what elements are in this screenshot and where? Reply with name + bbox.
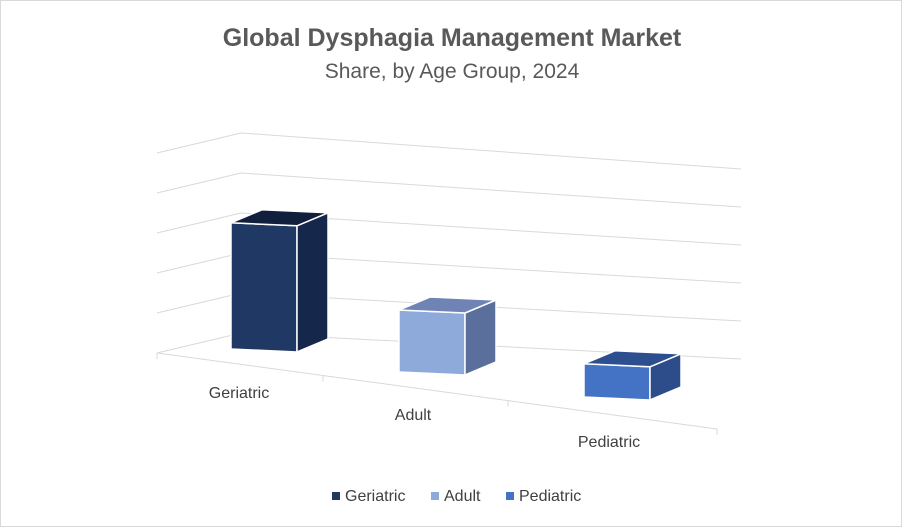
bars [230, 209, 682, 402]
legend-swatch [431, 492, 439, 500]
bar-adult [398, 296, 497, 377]
bar-top [230, 209, 329, 227]
legend-label: Pediatric [519, 488, 581, 505]
legend: Geriatric Adult Pediatric [332, 488, 581, 505]
floor-axis [156, 352, 718, 435]
legend-item-geriatric: Geriatric [332, 488, 405, 505]
legend-label: Geriatric [345, 488, 405, 505]
bar-front [230, 222, 298, 353]
chart-title: Global Dysphagia Management Market [223, 24, 682, 52]
gridline [156, 172, 742, 208]
legend-item-pediatric: Pediatric [506, 488, 581, 505]
bar-pediatric [583, 350, 682, 402]
bar-front [583, 363, 651, 401]
category-label-pediatric: Pediatric [578, 434, 640, 451]
legend-label: Adult [444, 488, 481, 505]
category-label-geriatric: Geriatric [209, 385, 269, 402]
bar-top [583, 350, 682, 368]
gridline [156, 212, 742, 246]
gridline [156, 132, 742, 170]
chart-subtitle: Share, by Age Group, 2024 [325, 60, 580, 83]
bar-side [296, 211, 329, 354]
legend-item-adult: Adult [431, 488, 481, 505]
bar-front [398, 309, 466, 376]
bar-geriatric [230, 209, 329, 354]
bar-top [398, 296, 497, 314]
category-labels: Geriatric Adult Pediatric [209, 385, 640, 451]
floor-line [156, 352, 718, 430]
legend-swatch [332, 492, 340, 500]
legend-swatch [506, 492, 514, 500]
category-label-adult: Adult [395, 407, 432, 424]
